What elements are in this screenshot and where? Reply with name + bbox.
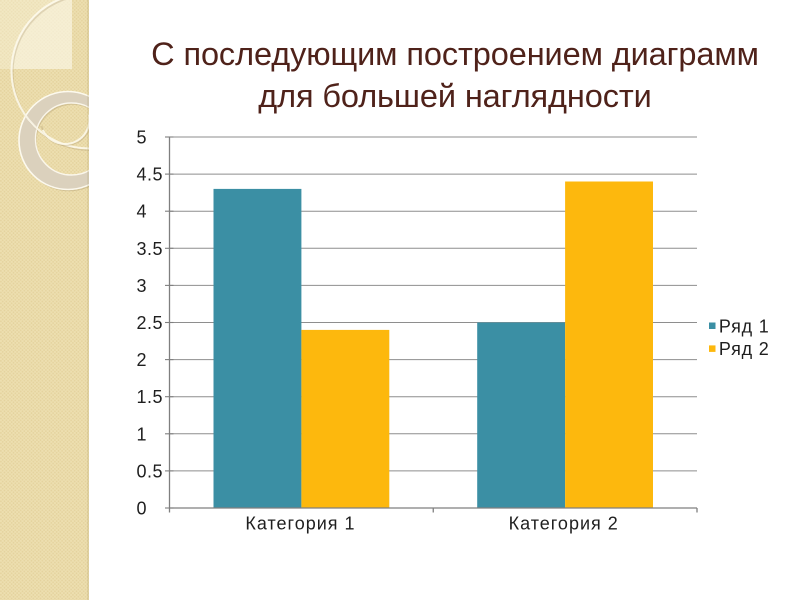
svg-text:0: 0: [137, 499, 148, 519]
svg-text:3: 3: [137, 276, 148, 296]
svg-text:1: 1: [137, 424, 148, 444]
svg-text:0.5: 0.5: [137, 461, 164, 481]
svg-text:2.5: 2.5: [137, 313, 164, 333]
svg-text:2: 2: [137, 350, 148, 370]
svg-text:3.5: 3.5: [137, 239, 164, 259]
svg-text:Ряд 1: Ряд 1: [719, 316, 770, 336]
svg-text:1.5: 1.5: [137, 387, 164, 407]
svg-text:Ряд 2: Ряд 2: [719, 339, 770, 359]
svg-text:4: 4: [137, 202, 148, 222]
svg-text:Категория 1: Категория 1: [245, 513, 355, 533]
svg-text:5: 5: [137, 128, 148, 148]
svg-text:Категория 2: Категория 2: [509, 513, 619, 533]
svg-text:4.5: 4.5: [137, 165, 164, 185]
